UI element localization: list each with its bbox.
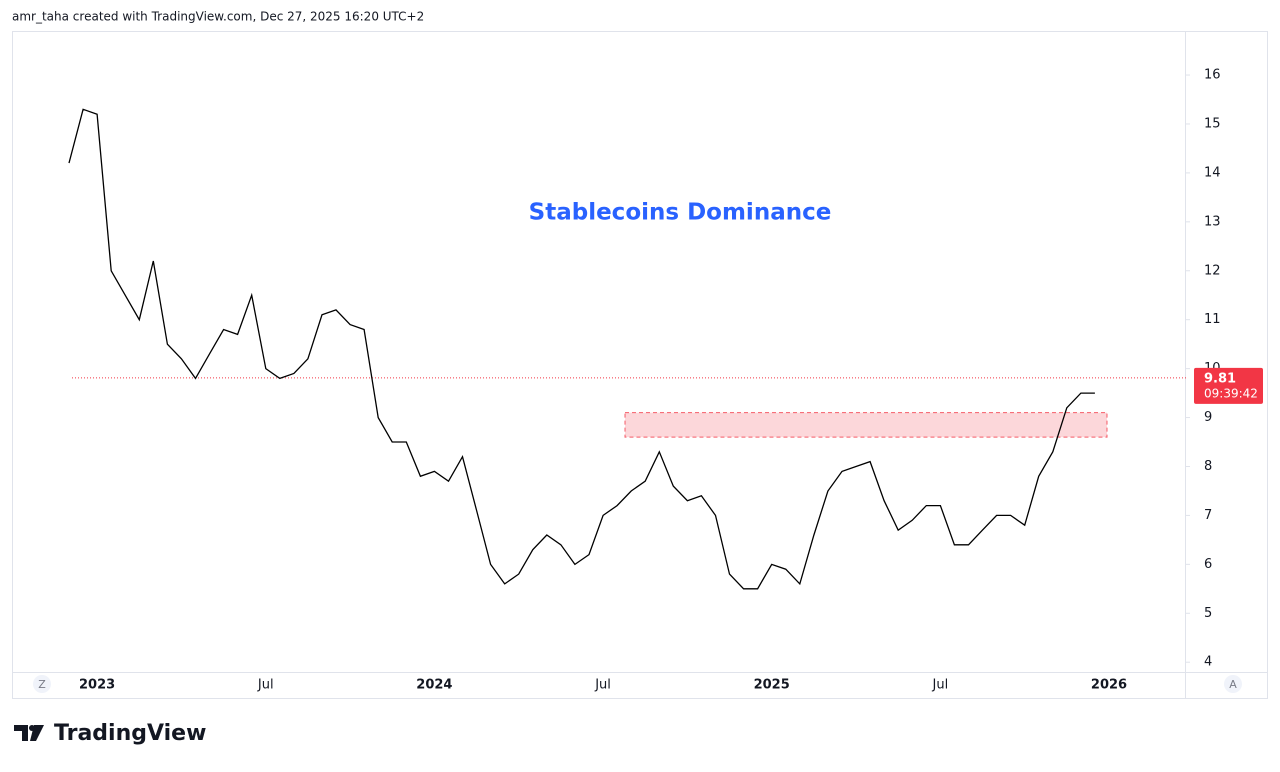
frame — [12, 31, 1268, 699]
x-tick-label: 2024 — [416, 678, 452, 693]
y-tick-label: 16 — [1204, 68, 1221, 83]
y-tick-label: 7 — [1204, 508, 1212, 523]
x-tick-label: Jul — [932, 678, 949, 693]
x-tick-label: 2026 — [1091, 678, 1127, 693]
y-tick-label: 4 — [1204, 655, 1212, 670]
right-button[interactable] — [1224, 675, 1242, 693]
logo-dot — [29, 725, 35, 731]
y-tick-label: 8 — [1204, 459, 1212, 474]
countdown-label: 09:39:42 — [1204, 386, 1258, 400]
y-tick-label: 13 — [1204, 214, 1221, 229]
y-tick-label: 6 — [1204, 557, 1212, 572]
x-tick-label: 2023 — [79, 678, 115, 693]
logo: TradingView — [14, 721, 206, 746]
last-price-badge — [1194, 367, 1263, 404]
left-button-label[interactable]: Z — [38, 678, 46, 691]
logo-text: TradingView — [54, 721, 206, 746]
y-tick-label: 12 — [1204, 263, 1221, 278]
left-button[interactable] — [33, 675, 51, 693]
x-tick-label: Jul — [257, 678, 274, 693]
last-price-label: 9.81 — [1204, 371, 1236, 386]
header: amr_taha created with TradingView.com, D… — [12, 10, 424, 24]
y-tick-label: 15 — [1204, 116, 1221, 131]
x-tick-label: 2025 — [754, 678, 790, 693]
zone — [624, 412, 1108, 438]
logo-mark — [14, 725, 44, 741]
right-button-label[interactable]: A — [1229, 678, 1237, 691]
x-tick-label: Jul — [594, 678, 611, 693]
y-tick-label: 14 — [1204, 165, 1221, 180]
y-tick-label: 11 — [1204, 312, 1221, 327]
y-tick-label: 9 — [1204, 410, 1212, 425]
price-line — [68, 108, 1095, 590]
chart-title: Stablecoins Dominance — [529, 200, 832, 226]
y-tick-label: 5 — [1204, 606, 1212, 621]
